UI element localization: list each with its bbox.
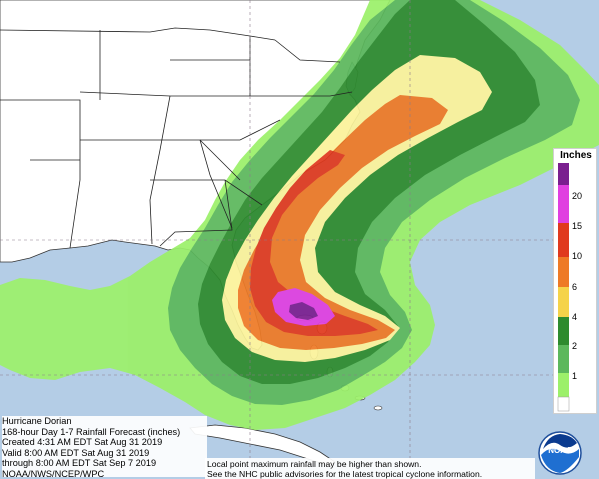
rainfall-legend: Inches 20 15 10 6 4 2 1 (553, 148, 597, 414)
forecast-info: Hurricane Dorian 168-hour Day 1-7 Rainfa… (2, 416, 207, 479)
legend-swatch-10-15 (558, 223, 569, 257)
legend-tick-1: 1 (572, 371, 578, 381)
state-borders (0, 27, 353, 249)
rain-band-10-inch (250, 150, 378, 336)
forecast-title: 168-hour Day 1-7 Rainfall Forecast (inch… (2, 426, 181, 437)
disclaimer-line-1: Local point maximum rainfall may be high… (207, 459, 422, 469)
rain-band-6-inch (238, 95, 448, 350)
legend-swatch-1-2 (558, 345, 569, 373)
source-agency: NOAA/NWS/NCEP/WPC (2, 468, 105, 479)
legend-swatch-6-10 (558, 257, 569, 287)
legend-tick-20: 20 (572, 191, 583, 201)
valid-through: through 8:00 AM EDT Sat Sep 7 2019 (2, 458, 157, 469)
legend-tick-2: 2 (572, 341, 578, 351)
legend-swatch-20-plus (558, 163, 569, 185)
disclaimer-line-2: See the NHC public advisories for the la… (207, 469, 483, 479)
legend-tick-4: 4 (572, 312, 578, 322)
legend-tick-15: 15 (572, 221, 583, 231)
rainfall-bands (0, 0, 599, 430)
noaa-logo-text: NOAA (548, 446, 572, 455)
created-time: Created 4:31 AM EDT Sat Aug 31 2019 (2, 437, 163, 448)
legend-color-bar (557, 163, 570, 412)
legend-swatch-2-4 (558, 317, 569, 345)
rain-band-20-inch (289, 302, 318, 320)
legend-swatch-none (557, 396, 570, 412)
legend-swatch-0-1 (558, 373, 569, 397)
disclaimer: Local point maximum rainfall may be high… (205, 458, 535, 479)
legend-swatch-15-20 (558, 185, 569, 223)
noaa-logo-icon: NOAA (538, 431, 582, 475)
valid-from: Valid 8:00 AM EDT Sat Aug 31 2019 (2, 447, 150, 458)
legend-title: Inches (560, 150, 592, 161)
storm-name: Hurricane Dorian (2, 416, 72, 426)
legend-tick-6: 6 (572, 282, 578, 292)
legend-tick-10: 10 (572, 251, 583, 261)
legend-swatch-4-6 (558, 287, 569, 317)
